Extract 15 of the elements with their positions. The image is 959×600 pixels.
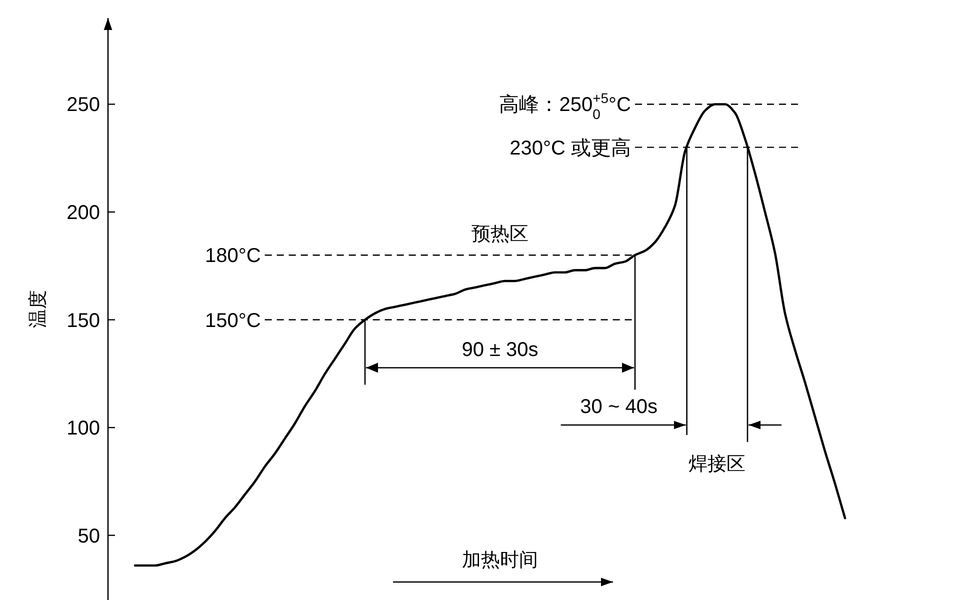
- y-tick-label: 150: [66, 310, 100, 332]
- ref-line-label: 高峰：250$^{+5}$$_{0}$°C: [499, 90, 631, 122]
- ref-line-label: 180°C: [205, 245, 261, 268]
- y-tick-label: 50: [78, 525, 100, 548]
- ref-line-label: 230°C 或更高: [510, 136, 631, 160]
- annotation: 90 ± 30s: [462, 338, 538, 361]
- annotation: 预热区: [472, 223, 528, 246]
- x-axis-title: 加热时间: [462, 549, 538, 571]
- y-tick-label: 250: [66, 94, 100, 116]
- y-tick-label: 100: [66, 418, 100, 440]
- annotation: 焊接区: [688, 453, 746, 475]
- y-axis-title: 温度: [27, 290, 49, 328]
- annotation: 30 ~ 40s: [580, 396, 658, 418]
- ref-line-label: 150°C: [205, 310, 261, 332]
- y-tick-label: 200: [66, 202, 100, 224]
